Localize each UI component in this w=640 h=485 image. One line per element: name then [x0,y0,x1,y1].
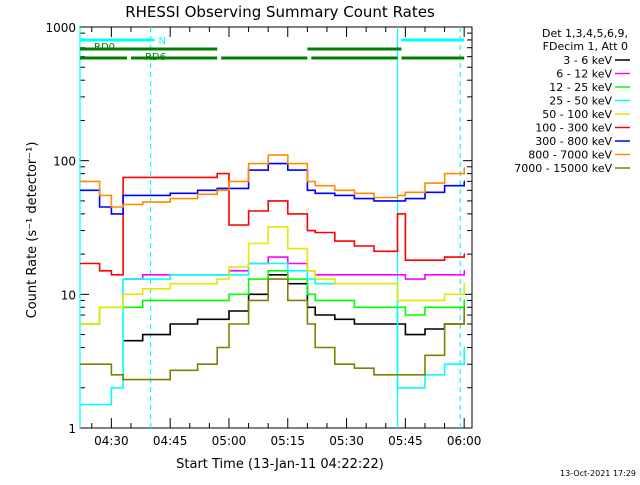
x-tick-label: 06:00 [447,434,482,448]
x-tick-label: 04:30 [94,434,129,448]
flag-label: N [158,36,165,47]
series-line-4 [80,262,465,406]
legend-label: 25 - 50 keV [549,95,612,108]
x-tick-label: 05:00 [212,434,247,448]
x-axis-label: Start Time (13-Jan-11 04:22:22) [176,457,384,472]
x-tick-label: 05:45 [388,434,423,448]
chart-title: RHESSI Observing Summary Count Rates [125,3,435,21]
legend-label: 3 - 6 keV [563,54,612,67]
series-line-8 [80,154,465,208]
series-line-6 [80,172,465,276]
legend-header-line-1: Det 1,3,4,5,6,9, [542,27,628,40]
x-tick-label: 05:15 [270,434,305,448]
series-line-7 [80,162,465,215]
legend-header-line-2: FDecim 1, Att 0 [543,40,628,53]
y-axis-label: Count Rate (s⁻¹ detector⁻¹) [25,142,40,319]
x-tick-label: 04:45 [153,434,188,448]
legend-label: 50 - 100 keV [542,108,612,121]
series-line-5 [80,226,465,325]
y-tick-label: 1000 [45,21,76,35]
y-tick-label: 10 [61,288,76,302]
y-tick-label: 100 [53,155,76,169]
series-line-9 [80,278,465,381]
plot-area: 1 10 100 1000 04:30 04:45 05:00 05:15 05:30 05:45… [45,21,481,448]
legend-label: 7000 - 15000 keV [514,162,612,175]
timestamp: 13-Oct-2021 17:29 [560,469,636,478]
legend: Det 1,3,4,5,6,9, FDecim 1, Att 0 3 - 6 k… [514,27,630,175]
legend-label: 100 - 300 keV [535,122,612,135]
flag-label: RD6 [145,52,166,63]
legend-label: 800 - 7000 keV [528,149,612,162]
flag-label: RD0 [94,42,115,53]
series-line-1 [123,274,465,342]
legend-label: 300 - 800 keV [535,135,612,148]
y-tick-label: 1 [68,422,76,436]
legend-label: 6 - 12 keV [556,68,612,81]
x-tick-label: 05:30 [329,434,364,448]
legend-label: 12 - 25 keV [549,81,612,94]
